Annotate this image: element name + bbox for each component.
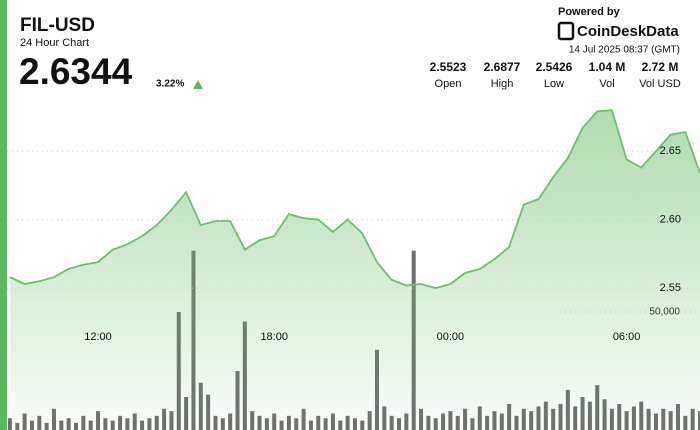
change: 3.22%: [156, 79, 184, 90]
brand-logo: CoinDeskData: [557, 21, 679, 41]
y-tick-label: 2.55: [660, 282, 681, 294]
stat-label: Open: [435, 78, 462, 90]
last-price: 2.6344: [19, 51, 133, 92]
stat-value: 2.5523: [430, 60, 467, 74]
stat-value: 1.04 M: [589, 60, 626, 74]
stat-value: 2.72 M: [642, 60, 679, 74]
price-line: [9, 109, 700, 290]
brand: CoinDeskData: [577, 23, 679, 40]
powered-by: Powered by: [558, 6, 621, 18]
accent-bar: [0, 0, 7, 430]
stat-value: 2.5426: [536, 60, 573, 74]
stat-label: Vol USD: [639, 78, 681, 90]
symbol: FIL-USD: [20, 15, 95, 36]
x-tick-label: 18:00: [260, 331, 288, 343]
timestamp: 14 Jul 2025 08:37 (GMT): [569, 45, 680, 56]
stat-value: 2.6877: [484, 60, 521, 74]
x-tick-label: 00:00: [437, 331, 465, 343]
up-arrow: [193, 80, 203, 89]
price-area: [9, 110, 700, 430]
x-tick-label: 12:00: [84, 331, 112, 343]
subtitle: 24 Hour Chart: [20, 37, 89, 49]
y-tick-label: 2.60: [660, 214, 681, 226]
stats: 2.5523 Open 2.6877 High 2.5426 Low 1.04 M Vol 2.…: [430, 60, 681, 90]
x-tick-label: 06:00: [613, 331, 641, 343]
y-tick-label: 2.65: [660, 145, 681, 157]
stat-label: Low: [544, 78, 564, 90]
stat-label: High: [491, 78, 514, 90]
stat-label: Vol: [599, 78, 614, 90]
